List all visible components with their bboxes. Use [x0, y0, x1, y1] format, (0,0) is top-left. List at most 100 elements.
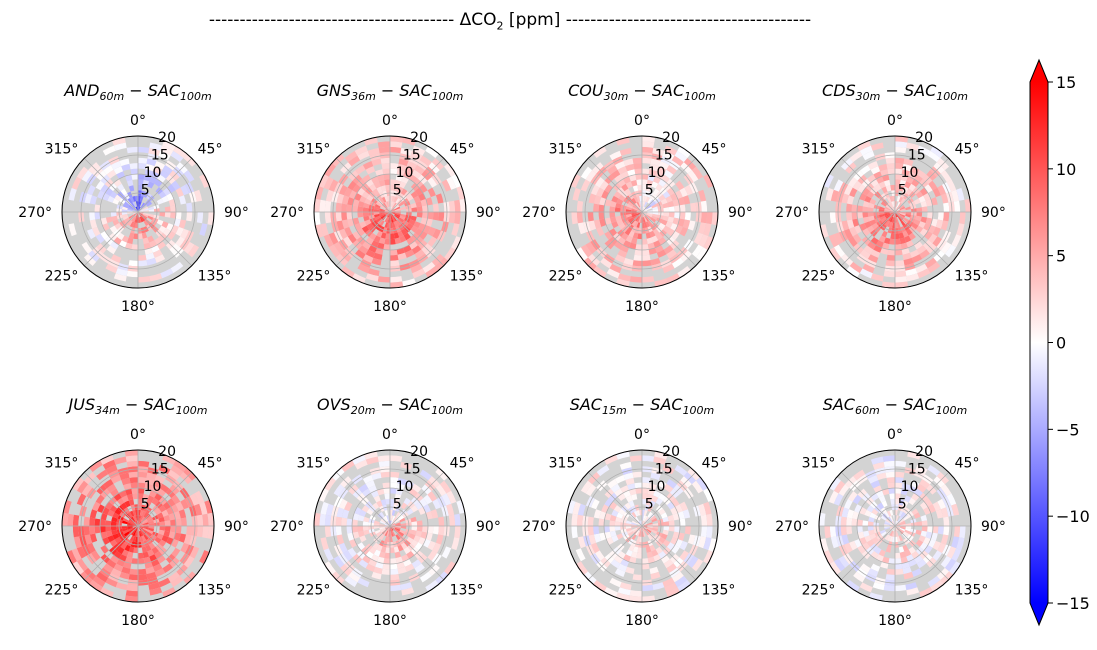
data-cell	[663, 212, 670, 217]
data-cell	[388, 201, 390, 207]
data-cell	[390, 509, 393, 516]
data-cell	[94, 212, 101, 220]
data-cell	[148, 206, 155, 211]
data-cell	[884, 206, 891, 211]
data-cell	[400, 523, 407, 526]
data-cell	[587, 516, 594, 526]
data-cell	[325, 189, 334, 202]
data-cell	[849, 226, 858, 237]
data-cell	[400, 188, 408, 196]
angular-gridline	[641, 211, 697, 267]
data-cell	[134, 515, 138, 521]
data-cell	[925, 217, 933, 225]
data-cell	[160, 145, 174, 156]
data-cell	[357, 530, 365, 538]
data-cell	[892, 222, 895, 229]
data-cell	[430, 509, 439, 519]
data-cell	[867, 241, 876, 250]
data-cell	[364, 198, 372, 205]
data-cell	[357, 542, 366, 551]
data-cell	[655, 546, 663, 555]
data-cell	[357, 206, 364, 212]
data-cell	[112, 137, 126, 146]
angular-gridline	[389, 157, 445, 213]
data-cell	[414, 501, 423, 510]
data-cell	[902, 566, 912, 575]
data-cell	[943, 516, 950, 526]
data-cell	[132, 515, 137, 522]
data-cell	[867, 521, 874, 526]
data-cell	[136, 515, 138, 521]
data-cell	[86, 184, 96, 196]
data-cell	[621, 183, 629, 192]
data-cell	[142, 179, 150, 187]
data-cell	[394, 493, 402, 501]
data-cell	[903, 531, 910, 537]
data-cell	[590, 542, 600, 554]
data-cell	[135, 206, 138, 212]
data-cell	[90, 550, 101, 561]
data-cell	[109, 505, 118, 513]
panels-layer: AND60m − SAC100m0°45°90°135°180°225°270°…	[18, 81, 1006, 629]
data-cell	[399, 181, 407, 189]
data-cell	[642, 206, 644, 212]
data-cell	[913, 219, 921, 226]
data-cell	[895, 477, 904, 484]
data-cell	[593, 526, 600, 535]
data-cell	[913, 198, 921, 205]
data-cell	[898, 232, 905, 239]
data-cell	[642, 526, 644, 532]
data-cell	[627, 531, 634, 537]
data-cell	[596, 226, 605, 237]
data-cell	[677, 197, 685, 206]
data-cell	[642, 212, 645, 218]
data-cell	[706, 526, 713, 539]
data-cell	[154, 493, 163, 502]
data-cell	[373, 212, 380, 215]
data-cell	[394, 213, 401, 218]
data-cell	[180, 517, 187, 526]
data-cell	[380, 214, 386, 219]
data-cell	[388, 217, 390, 223]
data-cell	[161, 195, 169, 203]
data-cell	[932, 236, 943, 247]
title-prefix: ----------------------------------------	[208, 10, 460, 30]
data-cell	[406, 222, 414, 230]
data-cell	[120, 502, 128, 510]
data-cell	[906, 587, 920, 596]
data-cell	[102, 145, 116, 156]
data-cell	[132, 216, 137, 223]
angular-tick-label: 315°	[549, 141, 583, 157]
data-cell	[110, 160, 122, 170]
data-cell	[915, 539, 924, 547]
data-cell	[833, 558, 846, 572]
data-cell	[876, 472, 887, 481]
data-cell	[696, 247, 708, 261]
data-cell	[895, 584, 907, 592]
data-cell	[373, 209, 380, 212]
data-cell	[662, 263, 675, 274]
data-cell	[580, 480, 593, 494]
data-cell	[862, 263, 875, 274]
data-cell	[336, 193, 345, 204]
data-cell	[631, 220, 637, 227]
data-cell	[919, 187, 928, 196]
data-cell	[900, 212, 906, 214]
data-cell	[72, 561, 84, 575]
data-cell	[878, 163, 888, 172]
angular-tick-label: 225°	[45, 269, 79, 285]
data-cell	[167, 184, 176, 193]
data-cell	[870, 480, 881, 489]
data-cell	[672, 217, 680, 225]
data-cell	[196, 514, 204, 526]
angular-tick-label: 90°	[981, 205, 1006, 221]
data-cell	[390, 260, 400, 267]
data-cell	[624, 188, 632, 196]
data-cell	[387, 536, 390, 543]
data-cell	[178, 509, 187, 519]
data-cell	[593, 203, 600, 212]
data-cell	[358, 483, 369, 493]
data-cell	[390, 212, 392, 218]
data-cell	[899, 214, 905, 219]
data-cell	[642, 212, 648, 215]
